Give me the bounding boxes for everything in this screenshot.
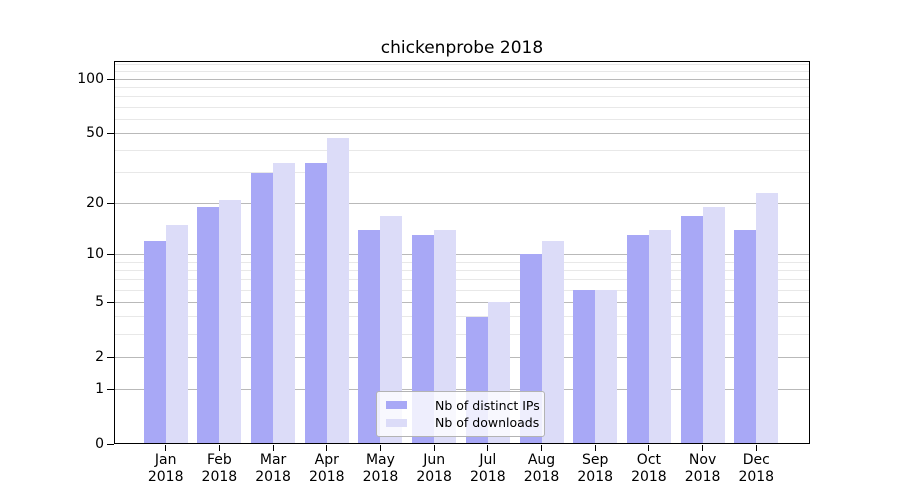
x-tick-mark xyxy=(594,445,596,451)
x-tick-mark xyxy=(165,445,167,451)
x-tick-label: Oct 2018 xyxy=(631,452,667,485)
x-tick-mark xyxy=(755,445,757,451)
bar-downloads xyxy=(219,199,242,443)
grid-line-minor xyxy=(115,106,809,108)
x-tick-label: Aug 2018 xyxy=(523,452,560,485)
x-tick-mark xyxy=(272,445,274,451)
x-tick-label: Nov 2018 xyxy=(684,452,721,485)
bar-downloads xyxy=(380,215,403,443)
grid-line-minor xyxy=(115,118,809,120)
grid-line-major xyxy=(115,132,809,134)
x-tick-label: Jan 2018 xyxy=(147,452,184,485)
x-tick-label: Jun 2018 xyxy=(416,452,452,485)
x-tick-mark xyxy=(218,445,220,451)
x-tick-label: Mar 2018 xyxy=(255,452,291,485)
y-tick-mark xyxy=(107,253,114,255)
grid-line-minor xyxy=(115,86,809,88)
grid-line-minor xyxy=(115,316,809,318)
bar-distinct-ips xyxy=(573,290,596,443)
y-tick-mark xyxy=(107,443,114,445)
grid-line-minor xyxy=(115,261,809,263)
x-tick-label: Jul 2018 xyxy=(470,452,506,485)
grid-line-minor xyxy=(115,269,809,271)
grid-line-minor xyxy=(115,71,809,73)
grid-line-major xyxy=(115,253,809,255)
y-tick-label: 10 xyxy=(86,246,104,263)
bar-distinct-ips xyxy=(734,229,757,443)
y-tick-label: 2 xyxy=(95,349,104,366)
y-tick-label: 5 xyxy=(95,294,104,311)
bar-distinct-ips xyxy=(358,229,381,443)
x-tick-mark xyxy=(648,445,650,451)
y-tick-mark xyxy=(107,356,114,358)
y-tick-label: 100 xyxy=(77,71,104,88)
y-tick-mark xyxy=(107,388,114,390)
grid-line-minor xyxy=(115,64,809,66)
grid-line-major xyxy=(115,202,809,204)
bar-distinct-ips xyxy=(197,207,220,443)
bar-downloads xyxy=(326,138,349,443)
bar-distinct-ips xyxy=(251,172,274,443)
bar-downloads xyxy=(273,162,296,443)
bar-downloads xyxy=(648,229,671,443)
y-tick-label: 50 xyxy=(86,125,104,142)
chart-title: chickenprobe 2018 xyxy=(380,38,544,58)
legend-swatch-downloads xyxy=(386,418,407,427)
grid-line-minor xyxy=(115,279,809,281)
grid-line-minor xyxy=(115,149,809,151)
legend-entry-distinct-ips: Nb of distinct IPs xyxy=(385,398,540,413)
bar-downloads xyxy=(595,290,618,443)
x-tick-label: Apr 2018 xyxy=(308,452,345,485)
grid-line-major xyxy=(115,301,809,303)
x-tick-label: Sep 2018 xyxy=(577,452,614,485)
grid-line-minor xyxy=(115,172,809,174)
x-tick-mark xyxy=(702,445,704,451)
y-tick-mark xyxy=(107,78,114,80)
x-tick-mark xyxy=(487,445,489,451)
grid-line-major xyxy=(115,78,809,80)
x-tick-label: Feb 2018 xyxy=(201,452,238,485)
x-tick-mark xyxy=(326,445,328,451)
y-tick-mark xyxy=(107,132,114,134)
y-tick-label: 1 xyxy=(95,381,104,398)
bar-downloads xyxy=(165,224,188,443)
y-tick-label: 0 xyxy=(95,436,104,452)
grid-line-minor xyxy=(115,96,809,98)
grid-line-major xyxy=(115,356,809,358)
bar-downloads xyxy=(541,241,564,443)
x-tick-label: Dec 2018 xyxy=(738,452,775,485)
grid-line-minor xyxy=(115,333,809,335)
chart-legend: Nb of distinct IPs Nb of downloads xyxy=(376,391,545,437)
bar-distinct-ips xyxy=(304,162,327,443)
y-tick-mark xyxy=(107,301,114,303)
x-tick-label: May 2018 xyxy=(362,452,399,485)
grid-line-minor xyxy=(115,289,809,291)
legend-entry-downloads: Nb of downloads xyxy=(385,415,540,431)
y-tick-label: 20 xyxy=(86,195,104,212)
grid-line-major xyxy=(115,388,809,390)
x-tick-mark xyxy=(379,445,381,451)
bar-downloads xyxy=(702,207,725,443)
bar-distinct-ips xyxy=(626,235,649,443)
bar-distinct-ips xyxy=(143,241,166,443)
legend-swatch-distinct-ips xyxy=(386,401,407,410)
bar-downloads xyxy=(756,192,779,443)
x-tick-mark xyxy=(433,445,435,451)
legend-label-downloads: Nb of downloads xyxy=(435,415,540,431)
bar-downloads xyxy=(434,229,457,443)
bar-distinct-ips xyxy=(680,215,703,443)
y-tick-mark xyxy=(107,202,114,204)
x-tick-mark xyxy=(541,445,543,451)
legend-label-distinct-ips: Nb of distinct IPs xyxy=(435,397,540,413)
